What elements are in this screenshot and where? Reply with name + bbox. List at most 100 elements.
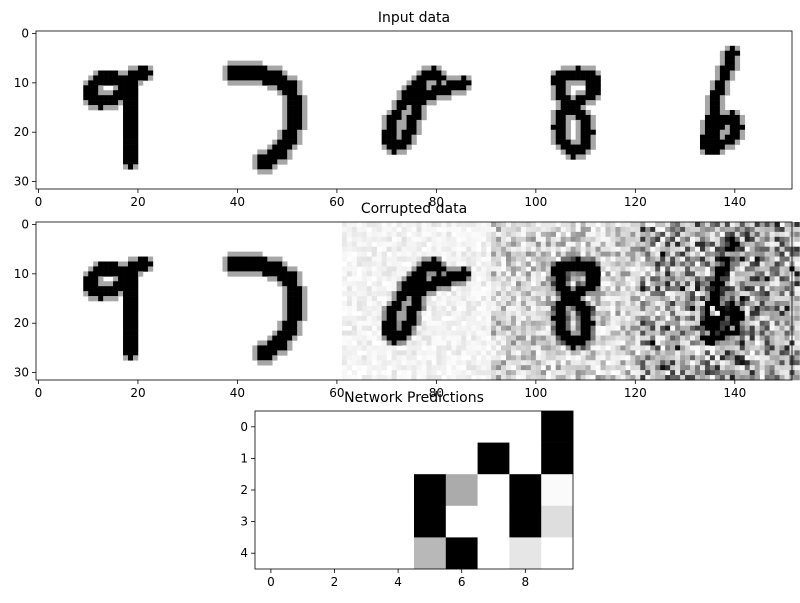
pixel — [560, 95, 566, 101]
pixel — [719, 236, 726, 243]
pixel — [690, 226, 696, 233]
pixel — [446, 340, 452, 346]
pixel — [550, 110, 557, 116]
pixel — [555, 226, 562, 233]
pixel — [764, 340, 770, 346]
pixel — [277, 144, 283, 150]
pixel — [719, 90, 726, 96]
pixel — [630, 375, 636, 381]
pixel — [501, 256, 507, 262]
pixel — [774, 301, 780, 307]
pixel — [585, 134, 591, 140]
pixel — [704, 350, 711, 356]
pixel — [560, 105, 566, 111]
pixel — [645, 370, 651, 376]
pixel — [650, 296, 656, 302]
pixel — [128, 134, 134, 140]
pixel — [396, 241, 402, 247]
pixel — [93, 266, 99, 272]
pixel — [590, 301, 596, 307]
pixel — [560, 310, 566, 317]
pixel — [625, 222, 631, 228]
pixel — [401, 124, 407, 131]
heatmap-cell — [286, 537, 319, 570]
pixel — [590, 256, 596, 262]
pixel — [655, 251, 661, 257]
pixel — [297, 119, 303, 126]
pixel — [257, 60, 263, 66]
pixel — [630, 251, 636, 257]
pixel — [257, 266, 263, 272]
pixel — [346, 296, 353, 302]
pixel — [640, 251, 646, 257]
pixel — [650, 360, 656, 366]
pixel — [600, 355, 606, 361]
pixel — [351, 320, 358, 326]
x-tick-label: 0 — [35, 195, 43, 209]
pixel — [386, 241, 392, 247]
pixel — [729, 340, 736, 346]
pixel — [366, 375, 373, 381]
pixel — [525, 305, 532, 312]
pixel — [779, 330, 785, 336]
pixel — [680, 315, 686, 322]
pixel — [754, 325, 760, 331]
pixel — [441, 70, 447, 76]
pixel — [724, 340, 731, 346]
pixel — [520, 375, 527, 381]
pixel — [132, 159, 139, 165]
pixel — [476, 360, 482, 366]
pixel — [471, 360, 477, 366]
pixel — [650, 276, 656, 282]
pixel — [590, 129, 596, 135]
pixel — [540, 375, 547, 381]
pixel — [237, 65, 243, 71]
pixel — [575, 350, 581, 356]
pixel — [386, 340, 392, 346]
pixel — [779, 286, 785, 292]
pixel — [272, 80, 278, 86]
pixel — [506, 246, 512, 252]
pixel — [515, 315, 522, 322]
pixel — [630, 236, 636, 243]
pixel — [665, 310, 671, 317]
pixel — [406, 266, 412, 272]
pixel — [580, 144, 586, 150]
pixel — [530, 310, 537, 317]
pixel — [749, 325, 755, 331]
pixel — [719, 119, 726, 126]
pixel — [685, 276, 691, 282]
pixel — [660, 360, 666, 366]
pixel — [515, 345, 522, 351]
pixel — [267, 271, 273, 277]
pixel — [396, 129, 402, 135]
pixel — [491, 241, 497, 247]
pixel — [431, 90, 437, 96]
pixel — [406, 365, 412, 371]
pixel — [132, 119, 139, 126]
pixel — [456, 370, 462, 376]
pixel — [277, 281, 283, 287]
pixel — [724, 251, 731, 257]
pixel — [466, 310, 472, 317]
pixel — [565, 350, 571, 356]
pixel — [381, 370, 387, 376]
pixel — [371, 296, 377, 302]
pixel — [461, 325, 467, 331]
pixel — [565, 325, 571, 331]
pixel — [461, 231, 467, 238]
pixel — [535, 340, 542, 346]
pixel — [595, 340, 601, 346]
pixel — [292, 335, 298, 341]
predictions-heatmap — [255, 411, 574, 570]
pixel — [346, 335, 353, 341]
pixel — [456, 266, 462, 272]
pixel — [371, 320, 377, 326]
pixel — [540, 360, 547, 366]
pixel — [560, 370, 566, 376]
pixel — [341, 320, 348, 326]
pixel — [580, 80, 586, 86]
pixel — [98, 276, 104, 282]
pixel — [441, 305, 447, 312]
pixel — [481, 236, 487, 243]
